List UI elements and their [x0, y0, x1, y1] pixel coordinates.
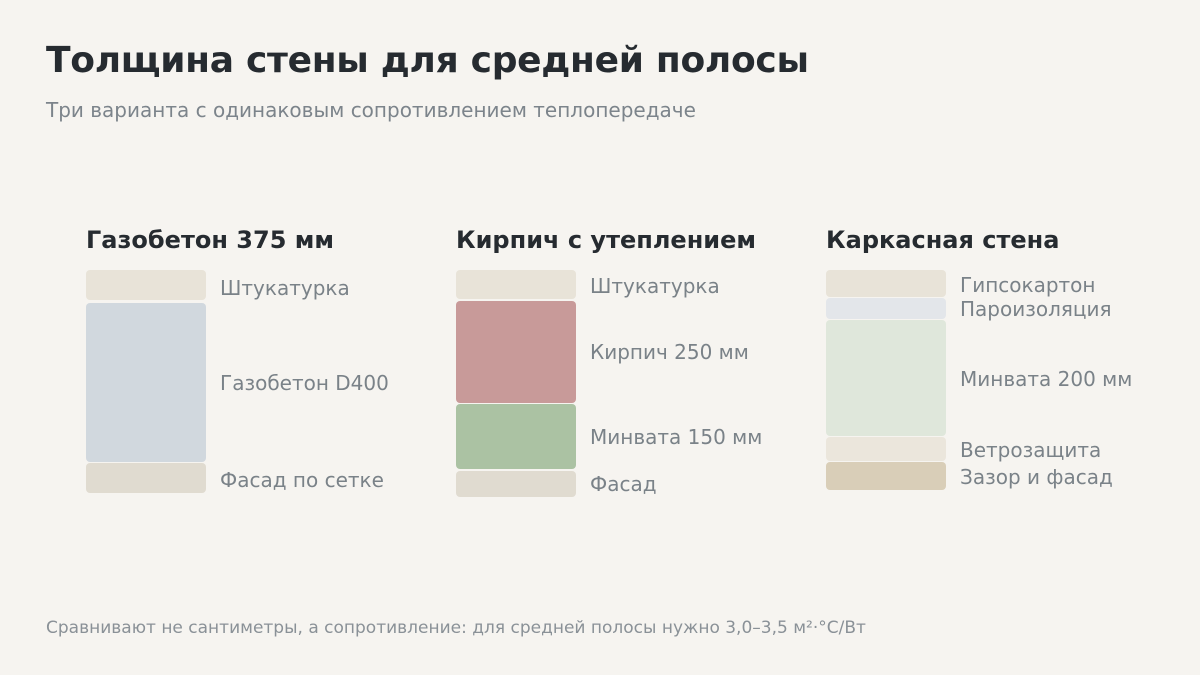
layer-label-mineral-wool: Минвата 150 мм — [590, 425, 763, 449]
layer-gap-facade — [826, 462, 946, 490]
layer-mineral-wool — [826, 320, 946, 436]
layer-vapor-barrier — [826, 298, 946, 319]
wall-option-aerated-concrete: Газобетон 375 мм Штукатурка Газобетон D4… — [86, 226, 426, 516]
layer-label-facade: Фасад — [590, 472, 657, 496]
option-title: Каркасная стена — [826, 226, 1060, 254]
page-subtitle: Три варианта с одинаковым сопротивлением… — [46, 98, 696, 122]
layer-label-drywall: Гипсокартон — [960, 273, 1096, 297]
wall-option-brick-insulated: Кирпич с утеплением Штукатурка Кирпич 25… — [456, 226, 796, 516]
layer-mineral-wool — [456, 404, 576, 469]
page-title: Толщина стены для средней полосы — [46, 40, 809, 81]
option-title: Газобетон 375 мм — [86, 226, 334, 254]
option-title: Кирпич с утеплением — [456, 226, 756, 254]
layer-label-gap-facade: Зазор и фасад — [960, 465, 1113, 489]
layer-drywall — [826, 270, 946, 297]
layer-facade-mesh — [86, 463, 206, 493]
layer-label-facade-mesh: Фасад по сетке — [220, 468, 384, 492]
layer-label-plaster: Штукатурка — [220, 276, 350, 300]
layer-wind-barrier — [826, 437, 946, 461]
layer-label-aerated-concrete: Газобетон D400 — [220, 371, 389, 395]
layer-label-plaster: Штукатурка — [590, 274, 720, 298]
layer-facade — [456, 471, 576, 497]
layer-plaster — [86, 270, 206, 300]
layer-aerated-concrete — [86, 303, 206, 462]
wall-option-frame: Каркасная стена Гипсокартон Пароизоляция… — [826, 226, 1166, 516]
layer-brick — [456, 301, 576, 403]
layer-label-vapor-barrier: Пароизоляция — [960, 297, 1112, 321]
layer-label-mineral-wool: Минвата 200 мм — [960, 367, 1133, 391]
layer-plaster — [456, 270, 576, 299]
layer-label-wind-barrier: Ветрозащита — [960, 438, 1102, 462]
footnote: Сравнивают не сантиметры, а сопротивлени… — [46, 618, 866, 638]
layer-label-brick: Кирпич 250 мм — [590, 340, 749, 364]
